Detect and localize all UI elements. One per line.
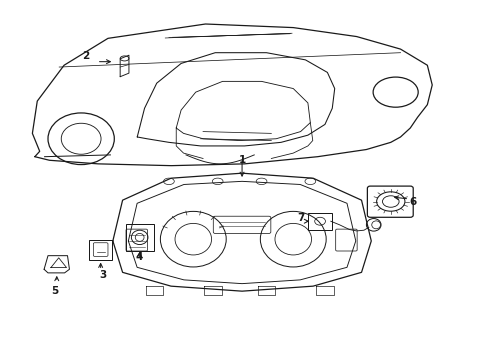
Text: 4: 4 [136, 252, 143, 262]
Text: 2: 2 [82, 51, 89, 61]
Text: 3: 3 [99, 270, 106, 280]
Text: 7: 7 [296, 213, 304, 222]
Text: 1: 1 [238, 155, 245, 165]
Text: 5: 5 [51, 286, 58, 296]
Text: 6: 6 [408, 197, 415, 207]
